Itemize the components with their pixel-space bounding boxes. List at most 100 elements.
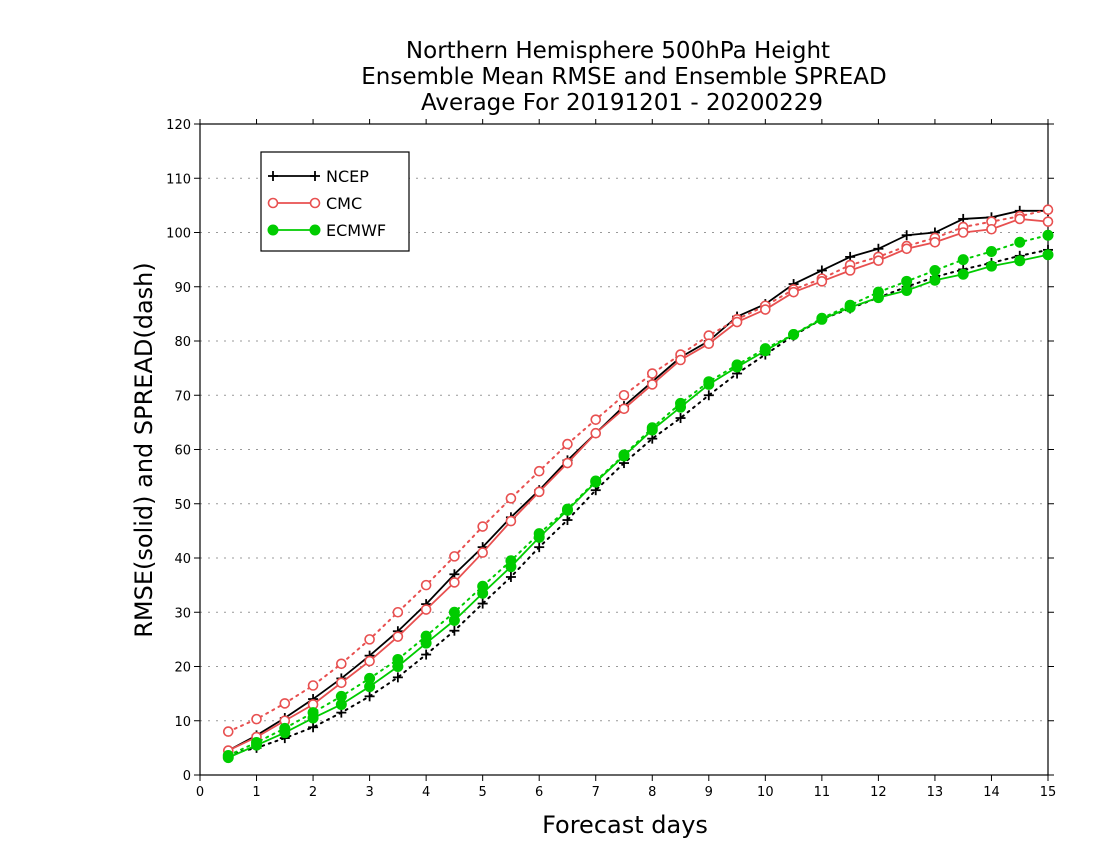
rmse-point-ecmwf-19 <box>759 345 771 357</box>
rmse-point-ecmwf-16 <box>675 401 687 413</box>
y-tick-label-10: 10 <box>174 715 191 730</box>
legend-label-ecmwf: ECMWF <box>326 221 386 240</box>
spread-line-ncep <box>227 248 1049 756</box>
rmse-point-ecmwf-5 <box>364 681 376 693</box>
spread-line-ecmwf <box>227 234 1049 757</box>
legend-label-cmc: CMC <box>326 194 362 213</box>
series-ncep <box>223 205 1053 760</box>
rmse-point-ecmwf-23 <box>872 292 884 304</box>
title-line-3: Average For 20191201 - 20200229 <box>421 90 823 116</box>
spread-point-cmc-2 <box>279 698 291 709</box>
spread-line-cmc <box>227 208 1049 733</box>
y-tick-label-20: 20 <box>174 661 191 676</box>
legend-marker-right-ncep <box>310 171 320 181</box>
legend-item-ncep: NCEP <box>268 167 369 186</box>
rmse-point-cmc-17 <box>703 338 715 350</box>
spread-point-ncep-5 <box>364 691 375 702</box>
spread-point-ncep-12 <box>562 515 573 526</box>
rmse-point-cmc-6 <box>392 631 404 642</box>
x-tick-label-3: 3 <box>365 785 373 800</box>
rmse-point-cmc-8 <box>449 577 460 588</box>
rmse-point-ecmwf-12 <box>561 504 573 516</box>
x-tick-label-5: 5 <box>479 785 487 800</box>
spread-point-ecmwf-27 <box>985 245 997 257</box>
spread-point-cmc-9 <box>477 521 488 532</box>
x-tick-label-4: 4 <box>422 785 430 800</box>
y-tick-label-0: 0 <box>183 769 191 784</box>
x-axis-label: Forecast days <box>542 811 708 839</box>
rmse-point-ecmwf-25 <box>929 274 941 286</box>
rmse-point-ecmwf-29 <box>1042 249 1054 261</box>
rmse-point-cmc-14 <box>618 403 630 415</box>
legend-marker-left-cmc <box>267 197 279 209</box>
legend-marker-right-cmc <box>309 197 321 209</box>
spread-point-cmc-0 <box>222 726 234 737</box>
rmse-point-ecmwf-26 <box>957 268 969 280</box>
y-tick-label-100: 100 <box>166 227 191 242</box>
rmse-point-cmc-20 <box>788 286 799 298</box>
rmse-point-ecmwf-24 <box>901 285 913 297</box>
rmse-point-cmc-15 <box>646 379 658 390</box>
rmse-point-ecmwf-14 <box>618 450 630 462</box>
x-tick-label-7: 7 <box>592 785 600 800</box>
x-tick-label-10: 10 <box>757 785 774 800</box>
rmse-point-ecmwf-20 <box>788 328 800 340</box>
rmse-point-cmc-23 <box>873 255 884 267</box>
spread-point-ncep-10 <box>505 571 516 582</box>
legend-label-ncep: NCEP <box>326 167 369 186</box>
y-tick-label-60: 60 <box>174 444 191 459</box>
y-tick-label-50: 50 <box>174 498 191 513</box>
rmse-point-ecmwf-9 <box>477 587 489 599</box>
spread-point-cmc-14 <box>618 389 630 401</box>
rmse-point-ecmwf-1 <box>251 739 263 751</box>
spread-point-ncep-6 <box>392 672 403 683</box>
x-tick-label-12: 12 <box>870 785 887 800</box>
rmse-point-ecmwf-4 <box>335 698 347 710</box>
x-tick-label-14: 14 <box>983 785 1000 800</box>
series-layer <box>222 204 1054 764</box>
rmse-point-ecmwf-0 <box>222 752 234 764</box>
rmse-point-ecmwf-7 <box>420 637 432 649</box>
rmse-point-cmc-12 <box>562 457 573 469</box>
rmse-point-ecmwf-28 <box>1014 255 1026 267</box>
rmse-point-ecmwf-11 <box>533 531 545 543</box>
rmse-point-ecmwf-22 <box>844 301 856 313</box>
rmse-point-cmc-18 <box>731 316 743 328</box>
spread-point-cmc-15 <box>646 368 658 379</box>
spread-point-ecmwf-24 <box>901 275 913 287</box>
y-tick-label-70: 70 <box>174 389 191 404</box>
spread-point-ecmwf-28 <box>1014 236 1026 248</box>
x-tick-label-9: 9 <box>705 785 713 800</box>
y-tick-label-120: 120 <box>166 118 191 133</box>
x-tick-label-11: 11 <box>814 785 831 800</box>
y-axis-ticks: 0 10 20 30 40 50 60 70 80 90 100 110 120 <box>166 118 1054 784</box>
legend: NCEP CMC ECMWF <box>260 151 410 252</box>
spread-point-cmc-8 <box>449 551 460 562</box>
series-ecmwf <box>222 229 1054 764</box>
y-tick-label-40: 40 <box>174 552 191 567</box>
rmse-point-ncep-24 <box>901 230 912 241</box>
rmse-point-ecmwf-27 <box>985 260 997 272</box>
rmse-point-cmc-24 <box>901 243 912 255</box>
rmse-point-cmc-25 <box>929 236 941 248</box>
y-axis-label: RMSE(solid) and SPREAD(dash) <box>130 262 158 638</box>
rmse-point-ecmwf-10 <box>505 561 517 573</box>
x-tick-label-0: 0 <box>196 785 204 800</box>
spread-point-cmc-11 <box>533 465 545 477</box>
x-tick-label-15: 15 <box>1040 785 1057 800</box>
x-tick-label-8: 8 <box>648 785 656 800</box>
rmse-line-ecmwf <box>227 253 1049 759</box>
rmse-point-cmc-21 <box>816 276 828 287</box>
legend-item-cmc: CMC <box>267 194 362 213</box>
y-tick-label-80: 80 <box>174 335 191 350</box>
legend-marker-left-ncep <box>268 171 278 181</box>
y-tick-label-30: 30 <box>174 606 191 621</box>
rmse-line-ncep <box>227 209 1048 752</box>
legend-box <box>260 151 410 252</box>
rmse-point-cmc-5 <box>364 655 375 667</box>
spread-point-cmc-4 <box>336 658 347 670</box>
spread-point-cmc-12 <box>562 438 573 450</box>
rmse-point-cmc-27 <box>986 223 997 235</box>
rmse-point-cmc-26 <box>957 227 969 238</box>
